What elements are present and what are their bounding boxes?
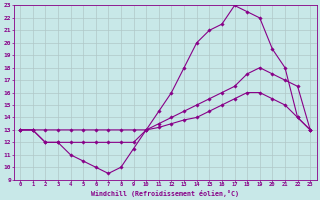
X-axis label: Windchill (Refroidissement éolien,°C): Windchill (Refroidissement éolien,°C) (91, 190, 239, 197)
